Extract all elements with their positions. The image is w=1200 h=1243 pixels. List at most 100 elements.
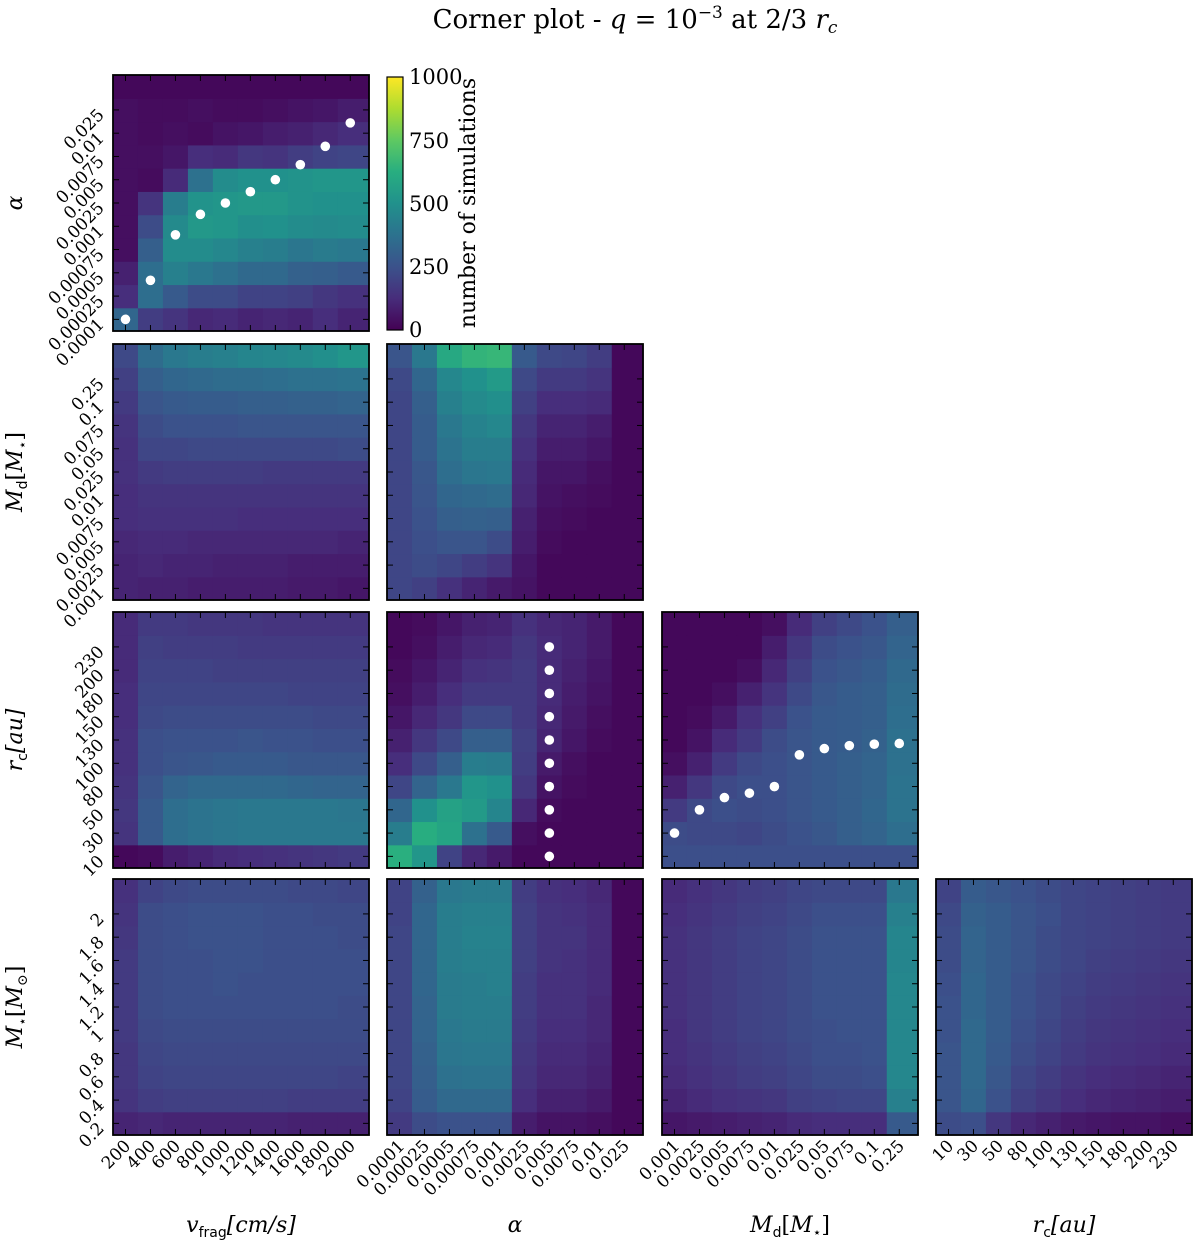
heatmap-cell <box>736 1018 763 1043</box>
heatmap-cell <box>436 530 463 555</box>
heatmap-cell <box>1135 995 1162 1020</box>
heatmap-cell <box>611 1111 644 1136</box>
heatmap-cell <box>561 879 588 903</box>
heatmap-cell <box>312 191 339 216</box>
heatmap-cell <box>761 705 788 729</box>
heatmap-cell <box>187 307 214 332</box>
heatmap-cell <box>811 1065 838 1090</box>
heatmap-cell <box>312 995 339 1020</box>
heatmap-cell <box>113 413 139 438</box>
heatmap-cell <box>886 681 919 706</box>
x-axis-label-Md: Md[M⋆] <box>749 1213 830 1241</box>
heatmap-cell <box>287 1041 314 1066</box>
heatmap-cell <box>162 774 189 799</box>
heatmap-cell <box>786 948 813 973</box>
heatmap-cell <box>387 612 413 636</box>
heatmap-cell <box>561 902 588 927</box>
heatmap-cell <box>237 972 264 996</box>
heatmap-cell <box>137 261 164 286</box>
heatmap-cell <box>411 1018 438 1043</box>
heatmap-cell <box>511 798 538 823</box>
heatmap-cell <box>262 98 289 123</box>
heatmap-cell <box>936 1088 962 1113</box>
heatmap-cell <box>162 530 189 555</box>
heatmap-cell <box>611 995 644 1020</box>
heatmap-cell <box>511 1088 538 1113</box>
heatmap-cell <box>786 705 813 729</box>
heatmap-cell <box>212 1111 239 1136</box>
heatmap-cell <box>662 681 688 706</box>
heatmap-cell <box>337 390 370 415</box>
heatmap-cell <box>212 576 239 601</box>
heatmap-cell <box>187 237 214 262</box>
y-axis-label-Md: Md[M⋆] <box>3 432 31 513</box>
heatmap-cell <box>162 728 189 753</box>
heatmap-cell <box>312 972 339 996</box>
heatmap-cell <box>686 948 713 973</box>
heatmap-cell <box>1010 1018 1037 1043</box>
heatmap-cell <box>836 1088 863 1113</box>
heatmap-cell <box>461 821 488 846</box>
heatmap-cell <box>387 728 413 753</box>
heatmap-cell <box>187 191 214 216</box>
heatmap-cell <box>137 576 164 601</box>
heatmap-cell <box>287 437 314 461</box>
heatmap-cell <box>836 705 863 729</box>
heatmap-cell <box>411 530 438 555</box>
heatmap-cell <box>212 658 239 683</box>
heatmap-cell <box>1085 972 1112 996</box>
heatmap-cell <box>736 1041 763 1066</box>
heatmap-cell <box>287 98 314 123</box>
heatmap-cell <box>162 98 189 123</box>
heatmap-cell <box>1060 1088 1087 1113</box>
heatmap-cell <box>1135 925 1162 950</box>
heatmap-cell <box>137 1088 164 1113</box>
heatmap-cell <box>836 681 863 706</box>
heatmap-cell <box>711 1018 738 1043</box>
heatmap-cell <box>511 576 538 601</box>
heatmap-cell <box>886 902 919 927</box>
colorbar-tick-750: 750 <box>409 129 449 153</box>
heatmap-cell <box>1110 925 1137 950</box>
heatmap-cell <box>586 553 613 578</box>
heatmap-cell <box>486 1041 513 1066</box>
heatmap-cell <box>886 612 919 636</box>
x-tick-label: 230 <box>1146 1136 1183 1173</box>
heatmap-cell <box>461 902 488 927</box>
heatmap-cell <box>1035 995 1062 1020</box>
heatmap-cell <box>561 995 588 1020</box>
heatmap-cell <box>137 98 164 123</box>
heatmap-cell <box>436 902 463 927</box>
heatmap-cell <box>287 121 314 146</box>
heatmap-cell <box>861 635 888 660</box>
heatmap-cell <box>411 437 438 461</box>
heatmap-cell <box>486 460 513 485</box>
heatmap-cell <box>113 553 139 578</box>
heatmap-cell <box>536 437 563 461</box>
heatmap-cell <box>137 191 164 216</box>
heatmap-cell <box>337 413 370 438</box>
heatmap-cell <box>1060 995 1087 1020</box>
heatmap-cell <box>461 658 488 683</box>
heatmap-cell <box>212 460 239 485</box>
heatmap-cell <box>187 635 214 660</box>
heatmap-cell <box>586 728 613 753</box>
heatmap-cell <box>411 925 438 950</box>
heatmap-cell <box>511 658 538 683</box>
heatmap-cell <box>337 191 370 216</box>
heatmap-cell <box>287 284 314 309</box>
heatmap-cell <box>711 844 738 869</box>
heatmap-cell <box>312 98 339 123</box>
heatmap-cell <box>113 1041 139 1066</box>
heatmap-cell <box>561 1041 588 1066</box>
heatmap-cell <box>411 506 438 531</box>
heatmap-cell <box>886 925 919 950</box>
y-tick-label: 0.8 <box>75 1049 108 1082</box>
heatmap-cell <box>486 774 513 799</box>
heatmap-cell <box>461 576 488 601</box>
heatmap-cell <box>586 948 613 973</box>
heatmap-cell <box>162 121 189 146</box>
heatmap-cell <box>436 612 463 636</box>
heatmap-cell <box>1035 902 1062 927</box>
